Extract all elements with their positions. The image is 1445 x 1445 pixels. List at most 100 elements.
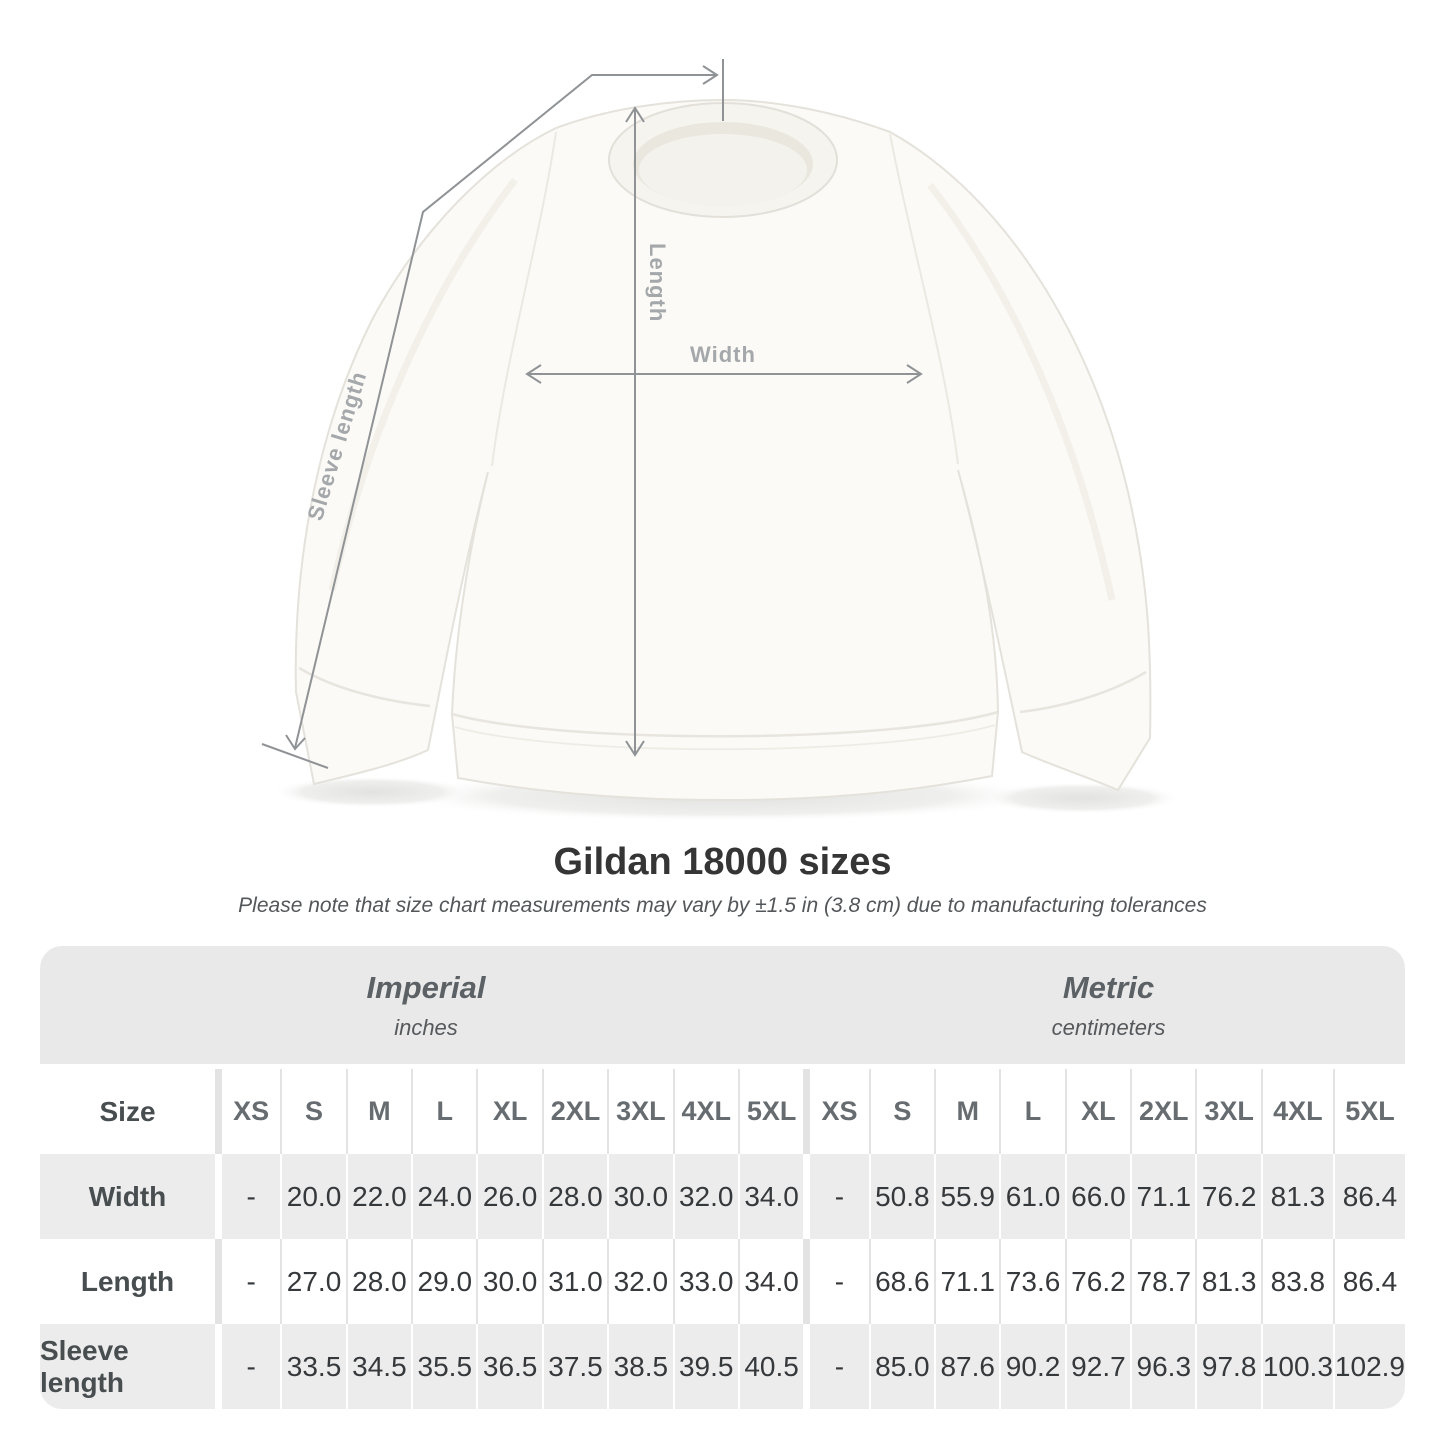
size-header: Size [40, 1069, 215, 1154]
length-imperial-xl: 30.0 [476, 1239, 542, 1324]
size-col-metric-4xl: 4XL [1260, 1069, 1333, 1154]
size-col-imperial-xs: XS [215, 1069, 281, 1154]
width-metric-2xl: 71.1 [1130, 1154, 1196, 1239]
length-imperial-5xl: 34.0 [737, 1239, 804, 1324]
left-armhole-seam [491, 131, 557, 467]
size-col-imperial-4xl: 4XL [672, 1069, 738, 1154]
size-col-imperial-l: L [411, 1069, 477, 1154]
cuff-tick [261, 743, 329, 769]
length-metric-2xl: 78.7 [1130, 1239, 1196, 1324]
length-arrow-bottom [625, 740, 645, 757]
length-imperial-3xl: 32.0 [607, 1239, 673, 1324]
width-imperial-xl: 26.0 [476, 1154, 542, 1239]
size-col-metric-s: S [868, 1069, 935, 1154]
sleeve-metric-l: 90.2 [999, 1324, 1065, 1409]
sleeve-metric-4xl: 100.3 [1260, 1324, 1333, 1409]
width-imperial-m: 22.0 [345, 1154, 412, 1239]
width-metric-xs: - [803, 1154, 869, 1239]
length-metric-3xl: 81.3 [1195, 1239, 1261, 1324]
sleeve-imperial-l: 35.5 [411, 1324, 477, 1409]
size-col-metric-5xl: 5XL [1332, 1069, 1405, 1154]
width-metric-s: 50.8 [868, 1154, 935, 1239]
length-imperial-s: 27.0 [280, 1239, 346, 1324]
metric-unit: centimeters [1051, 1014, 1166, 1040]
length-label: Length [645, 243, 670, 322]
page-title: Gildan 18000 sizes [553, 841, 892, 883]
sleeve-imperial-xl: 36.5 [476, 1324, 542, 1409]
width-metric-xl: 66.0 [1064, 1154, 1131, 1239]
length-metric-l: 73.6 [999, 1239, 1065, 1324]
right-cuff-seam [1019, 670, 1147, 714]
length-imperial-xs: - [215, 1239, 281, 1324]
size-col-metric-3xl: 3XL [1195, 1069, 1261, 1154]
length-metric-5xl: 86.4 [1332, 1239, 1405, 1324]
unit-group-metric: Metric centimeters [812, 946, 1405, 1064]
length-imperial-l: 29.0 [411, 1239, 477, 1324]
right-armhole-seam [889, 133, 959, 465]
imperial-unit: inches [394, 1014, 458, 1040]
sleeve-imperial-m: 34.5 [345, 1324, 412, 1409]
width-label: Width [690, 342, 756, 367]
width-imperial-l: 24.0 [411, 1154, 477, 1239]
size-table: Imperial inches Metric centimeters Size … [40, 946, 1405, 1409]
size-col-imperial-xl: XL [476, 1069, 542, 1154]
width-imperial-s: 20.0 [280, 1154, 346, 1239]
size-col-imperial-5xl: 5XL [737, 1069, 804, 1154]
size-col-metric-2xl: 2XL [1130, 1069, 1196, 1154]
sleeve-metric-s: 85.0 [868, 1324, 935, 1409]
width-imperial-2xl: 28.0 [541, 1154, 608, 1239]
sweatshirt-body [294, 98, 1152, 802]
row-label-length: Length [40, 1239, 215, 1324]
sleeve-metric-3xl: 97.8 [1195, 1324, 1261, 1409]
collar-inner [639, 134, 807, 206]
length-arrow-top [625, 106, 645, 123]
width-metric-3xl: 76.2 [1195, 1154, 1261, 1239]
width-arrow-right [906, 364, 923, 384]
sleeve-arrow-bottom [285, 734, 306, 751]
length-metric-xl: 76.2 [1064, 1239, 1131, 1324]
length-metric-4xl: 83.8 [1260, 1239, 1333, 1324]
size-col-metric-l: L [999, 1069, 1065, 1154]
sleeve-imperial-xs: - [215, 1324, 281, 1409]
hem-seam [451, 710, 999, 738]
sleeve-metric-xl: 92.7 [1064, 1324, 1131, 1409]
unit-group-imperial: Imperial inches [40, 946, 812, 1064]
title-block: Gildan 18000 sizes Please note that size… [0, 840, 1445, 920]
hem-stitch [454, 724, 996, 751]
row-label-sleeve-length: Sleeve length [40, 1324, 215, 1409]
width-imperial-5xl: 34.0 [737, 1154, 804, 1239]
width-arrow-left [525, 364, 542, 384]
floor-shadow-right-cuff [982, 782, 1182, 814]
width-metric-l: 61.0 [999, 1154, 1065, 1239]
imperial-title: Imperial [366, 969, 486, 1005]
row-label-width: Width [40, 1154, 215, 1239]
length-metric-m: 71.1 [934, 1239, 1000, 1324]
unit-band: Imperial inches Metric centimeters [40, 946, 1405, 1064]
length-metric-s: 68.6 [868, 1239, 935, 1324]
product-photo-area: Length Width Sleeve length [261, 59, 1182, 822]
width-imperial-3xl: 30.0 [607, 1154, 673, 1239]
sleeve-imperial-5xl: 40.5 [737, 1324, 804, 1409]
sweatshirt-diagram: Length Width Sleeve length [261, 59, 1182, 822]
sleeve-imperial-3xl: 38.5 [607, 1324, 673, 1409]
width-metric-5xl: 86.4 [1332, 1154, 1405, 1239]
size-col-metric-xs: XS [803, 1069, 869, 1154]
length-imperial-2xl: 31.0 [541, 1239, 608, 1324]
metric-title: Metric [1062, 969, 1155, 1005]
sleeve-metric-m: 87.6 [934, 1324, 1000, 1409]
size-col-imperial-m: M [345, 1069, 412, 1154]
size-col-metric-xl: XL [1064, 1069, 1131, 1154]
right-sleeve-fold [927, 182, 1116, 601]
sleeve-line [294, 74, 716, 749]
floor-shadow-left-cuff [272, 776, 472, 808]
size-col-imperial-3xl: 3XL [607, 1069, 673, 1154]
size-col-metric-m: M [934, 1069, 1000, 1154]
length-imperial-m: 28.0 [345, 1239, 412, 1324]
length-imperial-4xl: 33.0 [672, 1239, 738, 1324]
tolerance-note: Please note that size chart measurements… [238, 894, 1207, 917]
width-imperial-xs: - [215, 1154, 281, 1239]
size-grid: Size XS S M L XL 2XL 3XL 4XL 5XL XS S M … [40, 1069, 1405, 1409]
width-metric-m: 55.9 [934, 1154, 1000, 1239]
length-metric-xs: - [803, 1239, 869, 1324]
sleeve-metric-xs: - [803, 1324, 869, 1409]
